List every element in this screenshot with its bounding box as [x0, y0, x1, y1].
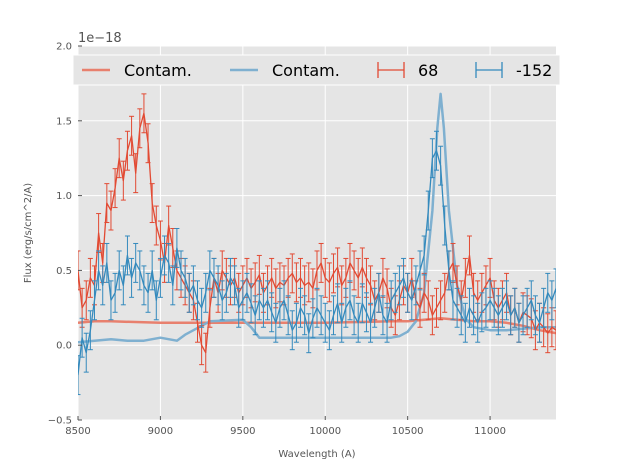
x-tick-label: 11000 [474, 426, 506, 437]
legend-label: 68 [418, 61, 438, 80]
plot-area [78, 92, 556, 396]
legend-item-3: -152 [475, 61, 552, 80]
legend-label: Contam. [272, 61, 340, 80]
series-layer [78, 92, 556, 396]
legend-label: -152 [516, 61, 552, 80]
legend-item-0: Contam. [82, 61, 192, 80]
contamination-line [78, 92, 556, 344]
x-tick-label: 9000 [148, 426, 173, 437]
y-offset-label: 1e−18 [78, 31, 122, 46]
x-tick-label: 8500 [65, 426, 90, 437]
y-tick-label: 1.0 [56, 191, 72, 202]
flux-line [78, 112, 556, 354]
x-tick-label: 9500 [230, 426, 255, 437]
flux-line [78, 150, 556, 376]
series-0 [78, 317, 556, 335]
legend-item-1: Contam. [230, 61, 340, 80]
axis-ticks: 8500 9000 9500 10000 10500 11000 −0.5 0.0 0.5 1.0… [48, 42, 506, 438]
series-3 [78, 130, 556, 396]
y-tick-label: 0.5 [56, 266, 72, 277]
series-1 [78, 92, 556, 344]
y-axis-label: Flux (erg/s/cm^2/A) [23, 183, 34, 283]
y-tick-label: −0.5 [48, 416, 72, 427]
x-axis-label: Wavelength (A) [278, 449, 355, 460]
legend: Contam. Contam. 68 -152 [72, 54, 561, 86]
y-tick-label: 1.5 [56, 116, 72, 127]
plot-background [78, 46, 556, 420]
legend-item-2: 68 [377, 61, 438, 80]
x-tick-label: 10500 [392, 426, 424, 437]
contamination-line [78, 317, 556, 335]
x-tick-label: 10000 [309, 426, 341, 437]
y-tick-label: 0.0 [56, 341, 72, 352]
legend-label: Contam. [124, 61, 192, 80]
y-tick-label: 2.0 [56, 42, 72, 53]
